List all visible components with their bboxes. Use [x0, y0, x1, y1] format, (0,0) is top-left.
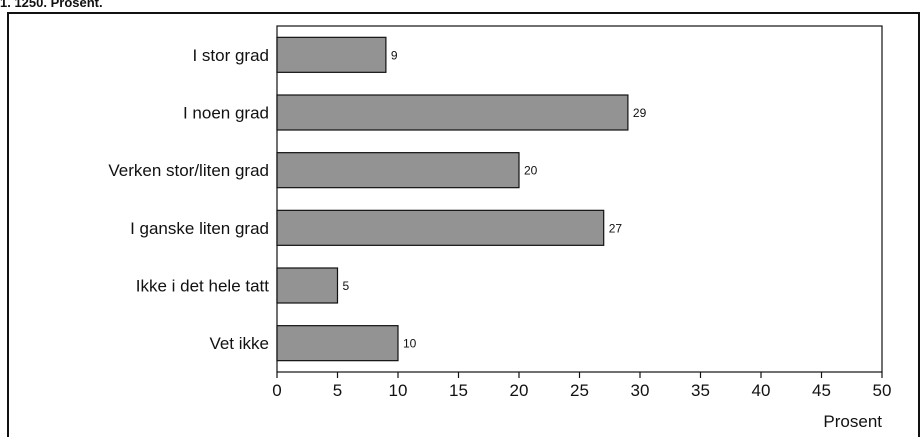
category-label-4: Ikke i det hele tatt: [136, 277, 270, 296]
plot-area: [276, 25, 883, 373]
category-label-5: Vet ikke: [209, 334, 269, 353]
data-label-3: 27: [609, 221, 623, 235]
x-tick-label-8: 40: [752, 381, 771, 400]
x-tick-label-7: 35: [691, 381, 710, 400]
x-tick-label-0: 0: [272, 381, 281, 400]
x-tick-label-9: 45: [812, 381, 831, 400]
x-tick-label-1: 5: [333, 381, 342, 400]
data-label-4: 5: [343, 279, 350, 293]
x-tick-label-2: 10: [389, 381, 408, 400]
data-label-0: 9: [391, 48, 398, 62]
outer-frame: [7, 12, 920, 437]
bar-5: [276, 325, 399, 362]
category-label-3: I ganske liten grad: [130, 219, 269, 238]
category-label-0: I stor grad: [192, 46, 269, 65]
chart-header: 1. 1250. Prosent.: [0, 0, 103, 10]
bar-1: [276, 94, 629, 131]
x-tick-label-3: 15: [449, 381, 468, 400]
bar-0: [276, 36, 387, 73]
data-label-5: 10: [403, 337, 417, 351]
bars-layer: I stor grad 9 I noen grad 29 Verken stor/lit…: [108, 36, 647, 362]
data-label-2: 20: [524, 164, 538, 178]
x-axis-title: Prosent: [823, 412, 882, 431]
x-axis: 0 5 10 15 20 25 30 35 40 45 50: [272, 372, 891, 400]
x-tick-label-10: 50: [873, 381, 892, 400]
x-tick-label-6: 30: [631, 381, 650, 400]
data-label-1: 29: [633, 106, 647, 120]
category-label-2: Verken stor/liten grad: [108, 161, 269, 180]
bar-3: [276, 209, 605, 246]
bar-2: [276, 152, 520, 189]
x-tick-label-4: 20: [510, 381, 529, 400]
x-tick-label-5: 25: [570, 381, 589, 400]
bar-4: [276, 267, 339, 304]
category-label-1: I noen grad: [183, 104, 269, 123]
